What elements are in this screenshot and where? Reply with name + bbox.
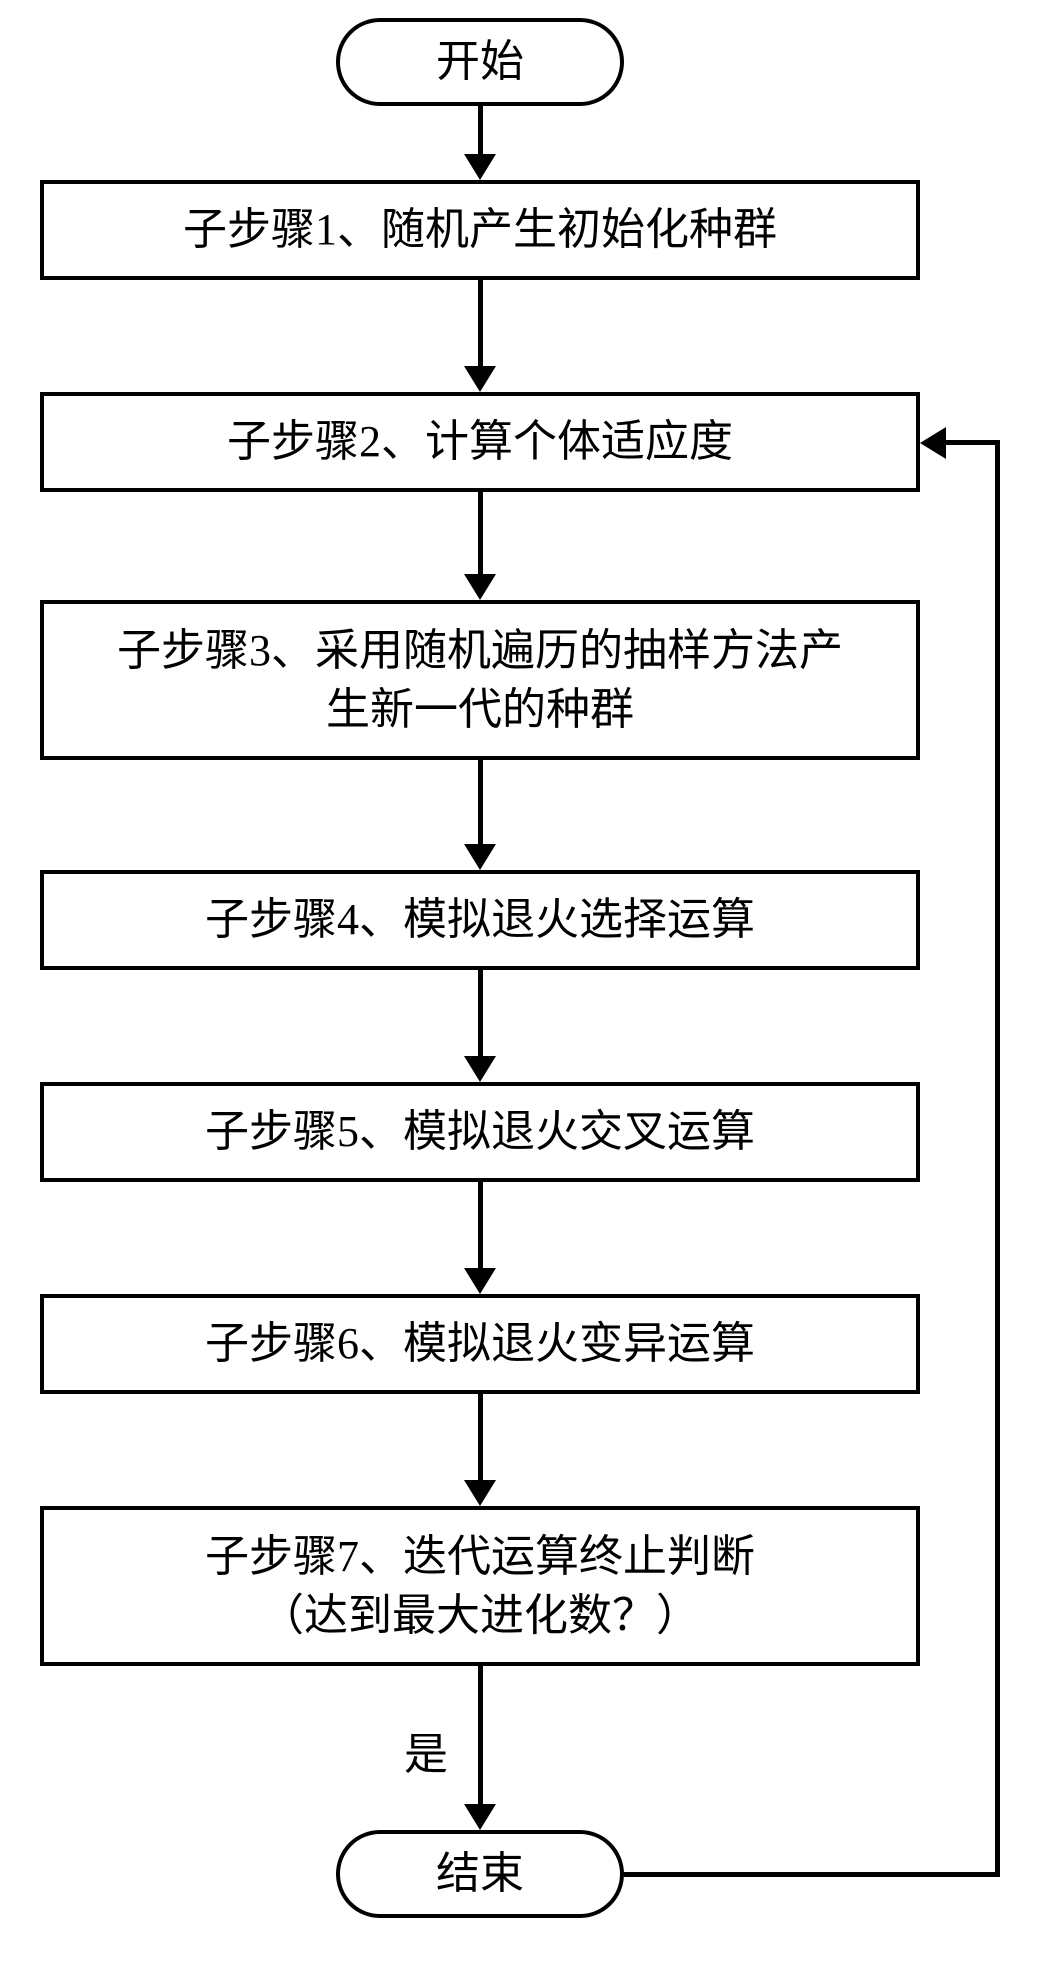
step1-label: 子步骤1、随机产生初始化种群 [183, 200, 777, 259]
step3-line2: 生新一代的种群 [117, 680, 843, 739]
end-label: 结束 [436, 1844, 524, 1903]
step1-node: 子步骤1、随机产生初始化种群 [40, 180, 920, 280]
step7-text: 子步骤7、迭代运算终止判断 （达到最大进化数？） [205, 1527, 755, 1646]
feedback-h2 [942, 440, 1000, 445]
step4-node: 子步骤4、模拟退火选择运算 [40, 870, 920, 970]
edge-step6-step7 [478, 1394, 483, 1484]
step3-line1: 子步骤3、采用随机遍历的抽样方法产 [117, 621, 843, 680]
step7-line2: （达到最大进化数？） [205, 1586, 755, 1645]
edge-step4-step5 [478, 970, 483, 1060]
end-node: 结束 [336, 1830, 624, 1918]
step2-label: 子步骤2、计算个体适应度 [227, 412, 733, 471]
edge-step3-step4 [478, 760, 483, 848]
feedback-head [920, 427, 946, 459]
edge-step1-step2-head [464, 366, 496, 392]
edge-step5-step6 [478, 1182, 483, 1272]
start-node: 开始 [336, 18, 624, 106]
step3-text: 子步骤3、采用随机遍历的抽样方法产 生新一代的种群 [117, 621, 843, 740]
step3-node: 子步骤3、采用随机遍历的抽样方法产 生新一代的种群 [40, 600, 920, 760]
edge-start-step1-head [464, 154, 496, 180]
edge-step5-step6-head [464, 1268, 496, 1294]
edge-step1-step2 [478, 280, 483, 370]
feedback-v [995, 442, 1000, 1877]
edge-step4-step5-head [464, 1056, 496, 1082]
flowchart-container: 开始 子步骤1、随机产生初始化种群 子步骤2、计算个体适应度 子步骤3、采用随机… [0, 0, 1045, 1967]
edge-step7-end-head [464, 1804, 496, 1830]
step4-label: 子步骤4、模拟退火选择运算 [205, 890, 755, 949]
step6-label: 子步骤6、模拟退火变异运算 [205, 1314, 755, 1373]
step5-node: 子步骤5、模拟退火交叉运算 [40, 1082, 920, 1182]
feedback-h1 [624, 1872, 1000, 1877]
edge-step6-step7-head [464, 1480, 496, 1506]
step2-node: 子步骤2、计算个体适应度 [40, 392, 920, 492]
edge-start-step1 [478, 106, 483, 158]
step7-node: 子步骤7、迭代运算终止判断 （达到最大进化数？） [40, 1506, 920, 1666]
edge-step2-step3 [478, 492, 483, 578]
step5-label: 子步骤5、模拟退火交叉运算 [205, 1102, 755, 1161]
edge-step7-end [478, 1666, 483, 1808]
step7-line1: 子步骤7、迭代运算终止判断 [205, 1527, 755, 1586]
yes-label: 是 [404, 1718, 448, 1782]
step6-node: 子步骤6、模拟退火变异运算 [40, 1294, 920, 1394]
edge-step2-step3-head [464, 574, 496, 600]
edge-step3-step4-head [464, 844, 496, 870]
start-label: 开始 [436, 32, 524, 91]
